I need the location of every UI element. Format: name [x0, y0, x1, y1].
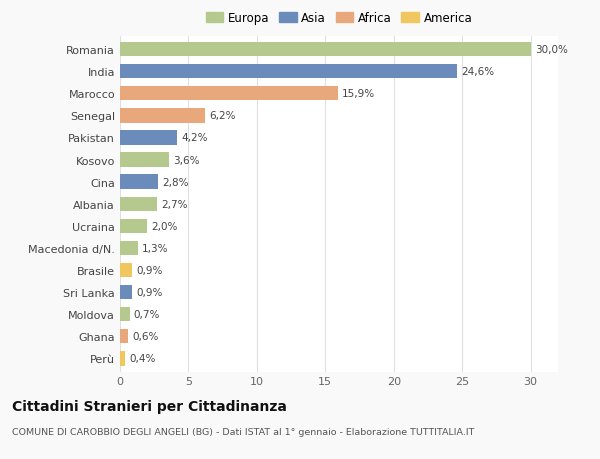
Text: 0,6%: 0,6% [133, 331, 158, 341]
Bar [120, 330, 128, 344]
Bar [120, 352, 125, 366]
Text: 0,4%: 0,4% [130, 353, 156, 364]
Text: 24,6%: 24,6% [461, 67, 494, 77]
Bar [120, 65, 457, 79]
Text: 2,0%: 2,0% [151, 221, 178, 231]
Text: 0,7%: 0,7% [134, 309, 160, 319]
Bar [120, 308, 130, 322]
Bar [120, 175, 158, 190]
Bar [120, 285, 133, 300]
Text: COMUNE DI CAROBBIO DEGLI ANGELI (BG) - Dati ISTAT al 1° gennaio - Elaborazione T: COMUNE DI CAROBBIO DEGLI ANGELI (BG) - D… [12, 427, 475, 436]
Bar [120, 153, 169, 168]
Text: Cittadini Stranieri per Cittadinanza: Cittadini Stranieri per Cittadinanza [12, 399, 287, 413]
Bar [120, 87, 338, 101]
Bar [120, 219, 148, 234]
Bar [120, 241, 138, 256]
Text: 6,2%: 6,2% [209, 111, 235, 121]
Text: 15,9%: 15,9% [342, 89, 375, 99]
Bar [120, 43, 530, 57]
Bar [120, 131, 178, 146]
Text: 0,9%: 0,9% [136, 265, 163, 275]
Bar [120, 109, 205, 123]
Text: 30,0%: 30,0% [535, 45, 568, 55]
Text: 2,7%: 2,7% [161, 199, 188, 209]
Bar [120, 197, 157, 212]
Text: 2,8%: 2,8% [163, 177, 189, 187]
Text: 1,3%: 1,3% [142, 243, 169, 253]
Text: 0,9%: 0,9% [136, 287, 163, 297]
Text: 3,6%: 3,6% [173, 155, 200, 165]
Legend: Europa, Asia, Africa, America: Europa, Asia, Africa, America [203, 10, 475, 28]
Bar [120, 263, 133, 278]
Text: 4,2%: 4,2% [182, 133, 208, 143]
